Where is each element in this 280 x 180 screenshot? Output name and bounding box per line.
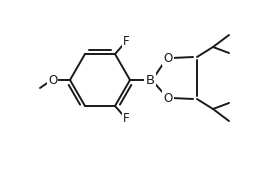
- Text: F: F: [123, 112, 130, 125]
- Text: O: O: [163, 51, 173, 64]
- Text: B: B: [145, 73, 155, 87]
- Text: F: F: [123, 35, 130, 48]
- Text: O: O: [48, 73, 57, 87]
- Text: O: O: [163, 91, 173, 105]
